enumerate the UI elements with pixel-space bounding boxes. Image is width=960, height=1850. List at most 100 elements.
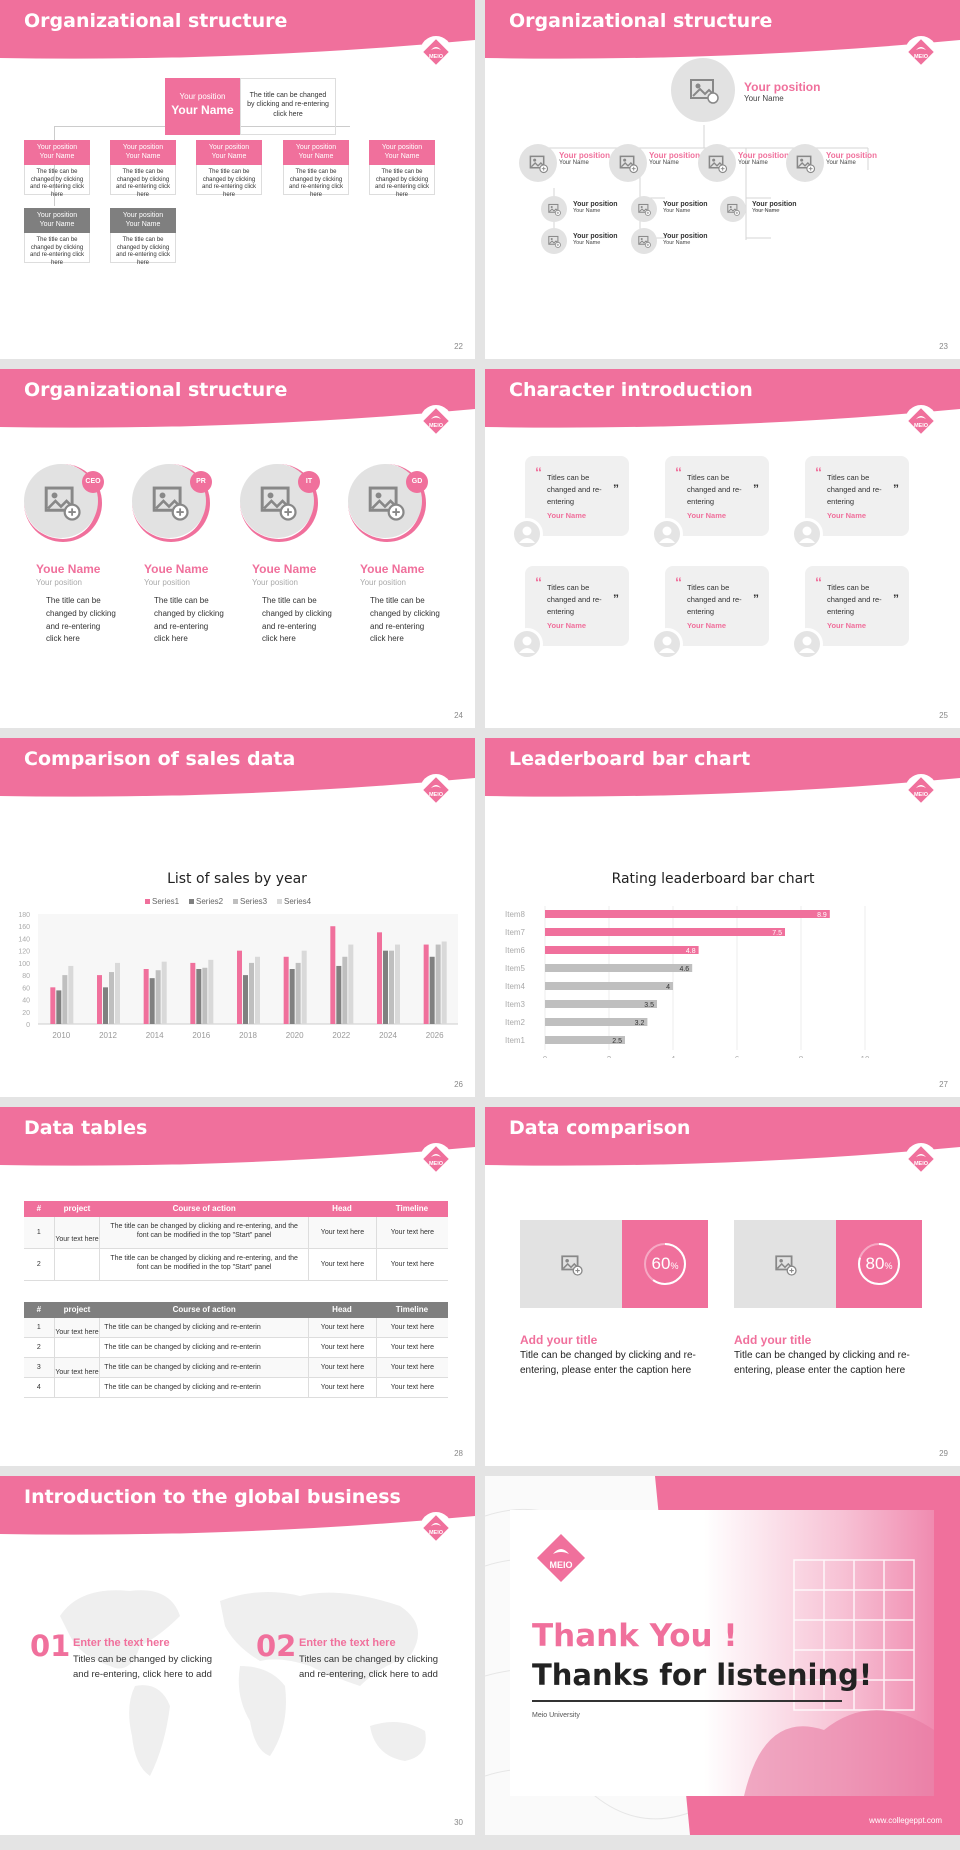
org-box[interactable]: Your position Your Name The title can be c… (283, 140, 349, 198)
image-placeholder-icon[interactable] (631, 228, 657, 254)
person-desc: The title can be changed by clicking and… (262, 596, 332, 644)
image-placeholder-icon[interactable] (348, 464, 422, 538)
action-cell: The title can be changed by clicking and… (104, 1324, 261, 1331)
bar (56, 990, 62, 1024)
image-placeholder-icon[interactable] (519, 144, 557, 182)
y-tick-label: Item2 (505, 1018, 526, 1027)
image-placeholder-icon[interactable] (734, 1220, 836, 1308)
slide-23[interactable]: Organizational structure MEIO Your posit… (485, 0, 960, 359)
slide-30[interactable]: Introduction to the global business MEIO… (0, 1476, 475, 1835)
bar (202, 967, 208, 1024)
avatar-icon[interactable] (791, 628, 823, 660)
x-tick-label: 2026 (426, 1031, 444, 1040)
avatar-icon[interactable] (511, 628, 543, 660)
slide-25[interactable]: Character introduction MEIO “ ” Titles can… (485, 369, 960, 728)
name-label: Your Name (738, 160, 768, 166)
avatar-icon[interactable] (791, 518, 823, 550)
row-number: 4 (36, 1384, 41, 1391)
bar (301, 950, 307, 1024)
table-header-cell: Head (332, 1204, 352, 1213)
quote-card[interactable]: “ ” Titles can be changed and re-entering Y… (805, 566, 909, 646)
image-placeholder-icon[interactable] (541, 228, 567, 254)
slide-29[interactable]: Data comparison MEIO 60% Add your title Ti… (485, 1107, 960, 1466)
bar (283, 956, 289, 1024)
org-box-desc: The title can be changed by clicking and… (196, 164, 262, 198)
bar (545, 910, 830, 918)
role-badge: CEO (82, 471, 104, 493)
slide-27[interactable]: Leaderboard bar chart MEIO Rating leader… (485, 738, 960, 1097)
name-label: Your Name (663, 208, 691, 214)
slide-26[interactable]: Comparison of sales data MEIO List of sa… (0, 738, 475, 1097)
position-label: Your position (826, 151, 877, 160)
org-member-text: Your position Your Name (573, 201, 618, 214)
image-placeholder-icon[interactable] (541, 196, 567, 222)
logo-lettering: MEIO (429, 423, 444, 429)
bar (149, 978, 155, 1024)
percent-value: 60% (622, 1254, 708, 1274)
quote-author: Your Name (547, 511, 587, 520)
quote-card[interactable]: “ ” Titles can be changed and re-entering Y… (665, 566, 769, 646)
timeline-cell: Your text here (375, 1318, 448, 1337)
table-header-cell: Timeline (395, 1305, 429, 1314)
person-position: Your position (360, 578, 406, 587)
org-top-desc: The title can be changed by clicking and… (240, 78, 336, 135)
slide-22[interactable]: Organizational structure MEIO Your posit… (0, 0, 475, 359)
bar (237, 950, 242, 1024)
slide-title: Organizational structure (509, 10, 773, 32)
bar (545, 982, 673, 990)
head-cell: Your text here (308, 1378, 376, 1397)
quote-card[interactable]: “ ” Titles can be changed and re-entering Y… (525, 566, 629, 646)
org-box[interactable]: Your position Your Name The title can be c… (110, 208, 176, 266)
slide-31-thanks[interactable]: MEIO Thank You ! Thanks for listening! M… (485, 1476, 960, 1835)
org-box[interactable]: Your position Your Name The title can be c… (110, 140, 176, 198)
percent-number: 60 (651, 1254, 671, 1273)
slide-24[interactable]: Organizational structure MEIO CEO Youe Na… (0, 369, 475, 728)
position-label: Your position (663, 233, 708, 240)
bar (249, 962, 254, 1024)
logo-lettering: MEIO (914, 54, 929, 60)
name-label: Your Name (298, 153, 334, 161)
org-box-head: Your position Your Name (110, 140, 176, 165)
image-placeholder-icon[interactable] (520, 1220, 622, 1308)
y-tick-label: Item1 (505, 1036, 526, 1045)
quote-author: Your Name (687, 511, 727, 520)
meio-logo: MEIO (420, 774, 452, 806)
action-cell: The title can be changed by clicking and… (104, 1344, 261, 1351)
org-box[interactable]: Your position Your Name The title can be c… (24, 208, 90, 266)
data-table-2: # project Course of action Head Timeline 1 The… (24, 1302, 448, 1398)
image-placeholder-icon[interactable] (671, 58, 735, 122)
y-tick-label: 160 (18, 924, 30, 931)
org-member-text: Your position Your Name (752, 201, 797, 214)
website-url[interactable]: www.collegeppt.com (869, 1816, 942, 1825)
quote-card[interactable]: “ ” Titles can be changed and re-entering Y… (665, 456, 769, 536)
meio-logo: MEIO (905, 1143, 937, 1175)
image-placeholder-icon[interactable] (609, 144, 647, 182)
image-placeholder-icon[interactable] (786, 144, 824, 182)
quote-card[interactable]: “ ” Titles can be changed and re-entering Y… (525, 456, 629, 536)
timeline-cell: Your text here (375, 1358, 448, 1377)
data-label: 4 (666, 984, 670, 991)
avatar-icon[interactable] (511, 518, 543, 550)
org-box[interactable]: Your position Your Name The title can be c… (369, 140, 435, 198)
slide-title: Leaderboard bar chart (509, 748, 751, 770)
slide-28[interactable]: Data tables MEIO # project Course of actio… (0, 1107, 475, 1466)
image-placeholder-icon[interactable] (698, 144, 736, 182)
image-placeholder-icon[interactable] (720, 196, 746, 222)
org-box[interactable]: Your position Your Name The title can be c… (196, 140, 262, 198)
org-box[interactable]: Your position Your Name The title can be c… (24, 140, 90, 198)
data-label: 3.5 (644, 1002, 654, 1009)
legend-label: Series4 (284, 897, 312, 906)
org-top-box[interactable]: Your position Your Name (165, 78, 240, 135)
person-position: Your position (144, 578, 190, 587)
position-label: Your position (649, 151, 700, 160)
image-placeholder-icon[interactable] (631, 196, 657, 222)
y-tick-label: 140 (18, 936, 30, 943)
quote-card[interactable]: “ ” Titles can be changed and re-entering Y… (805, 456, 909, 536)
x-tick-label: 2014 (146, 1031, 164, 1040)
x-tick-label: 8 (799, 1055, 804, 1058)
avatar-icon[interactable] (651, 518, 683, 550)
table-header-cell: # (36, 1305, 42, 1314)
org-box-desc: The title can be changed by clicking and… (110, 164, 176, 198)
logo-lettering: MEIO (429, 54, 444, 60)
avatar-icon[interactable] (651, 628, 683, 660)
